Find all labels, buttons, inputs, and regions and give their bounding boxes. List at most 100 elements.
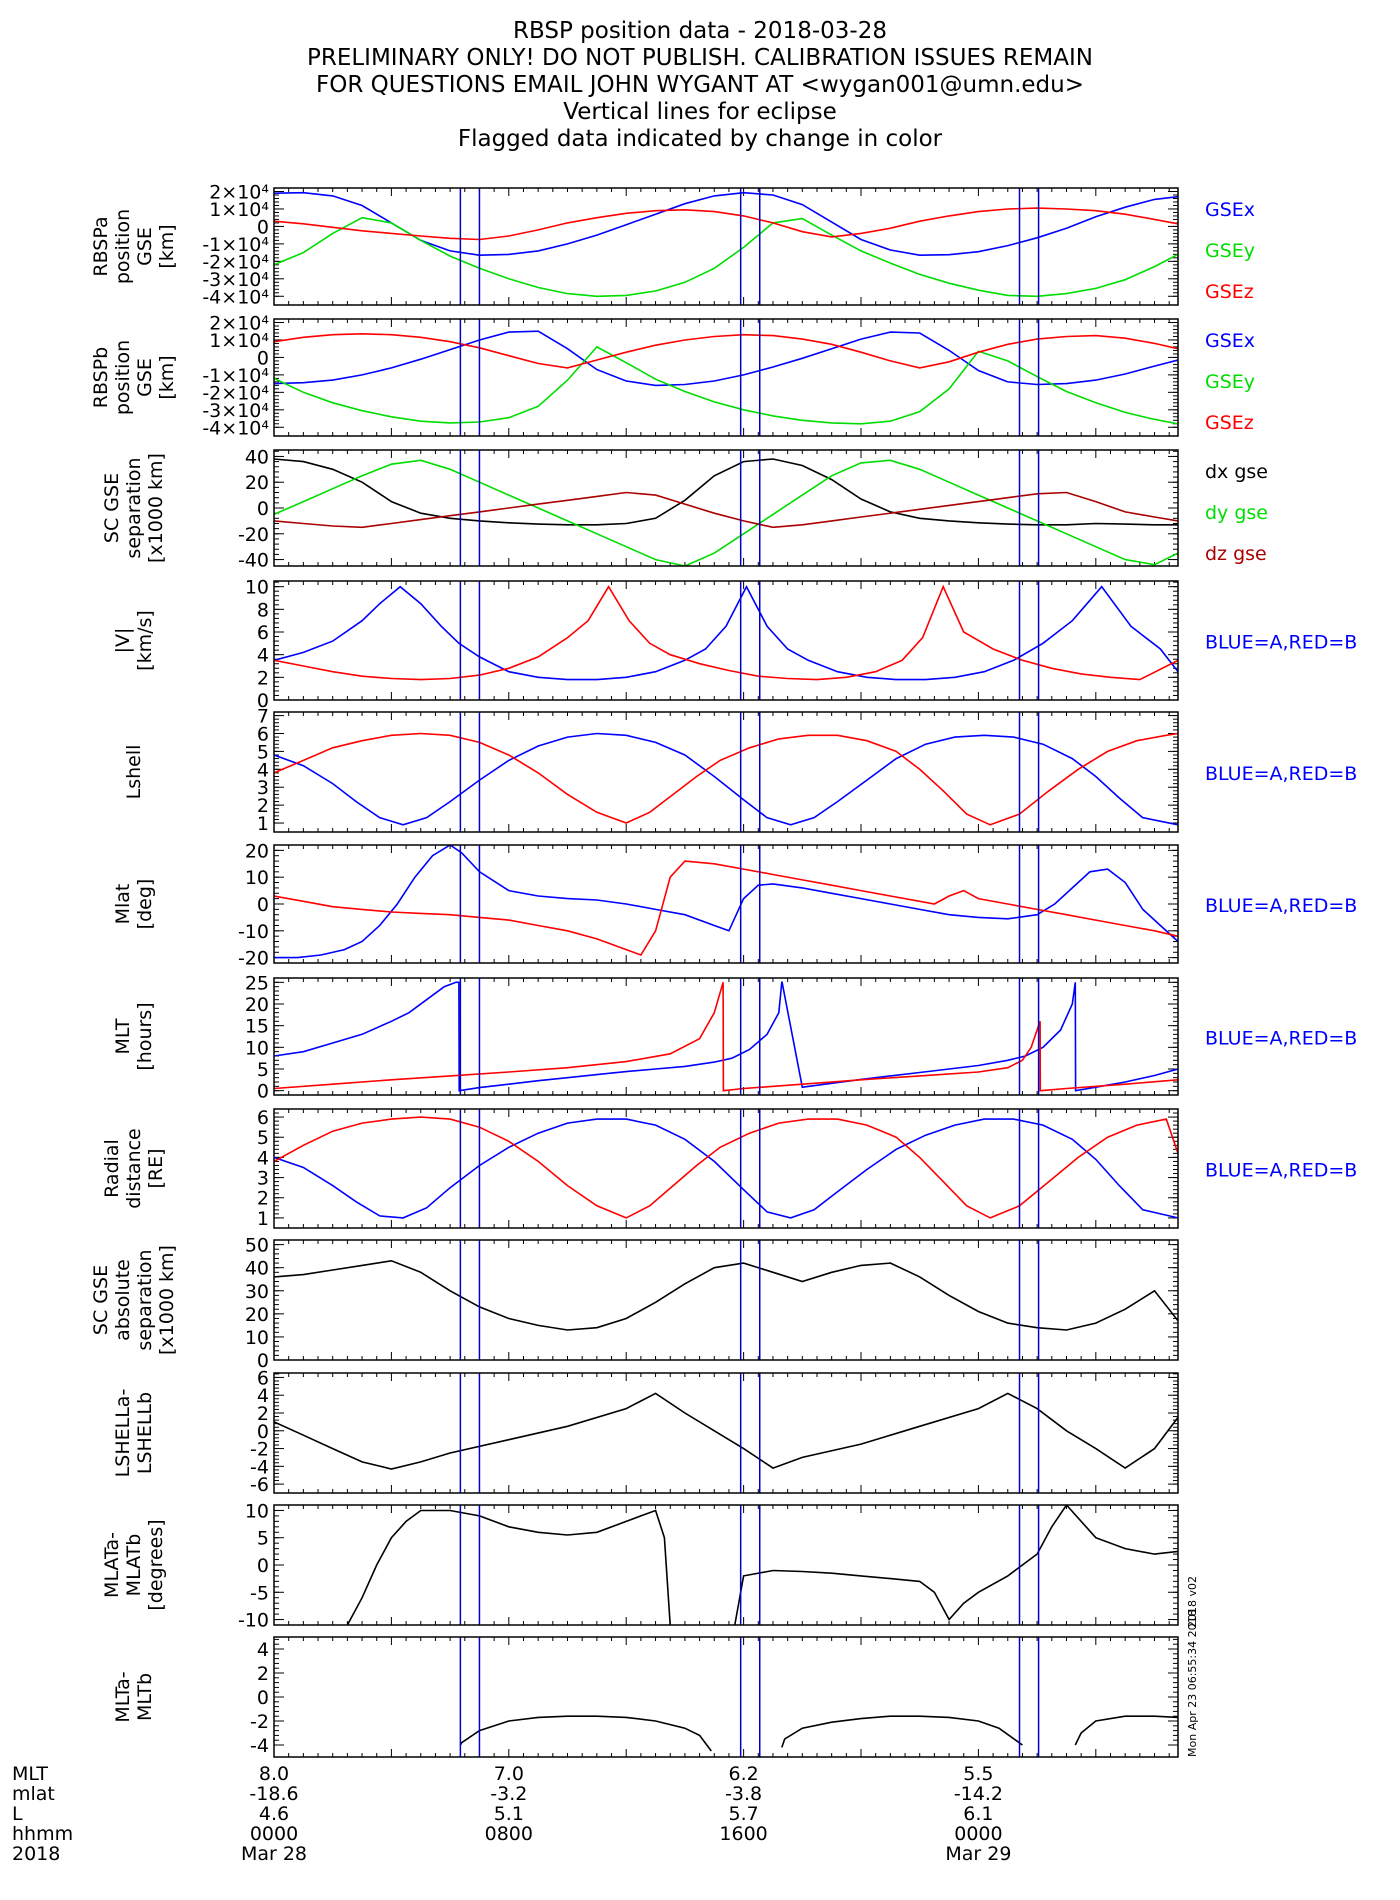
legend-entry: GSEx: [1205, 330, 1255, 352]
y-tick-label: -20: [238, 948, 269, 970]
y-tick-label: 25: [245, 972, 269, 994]
legend-entry: BLUE=A,RED=B: [1205, 632, 1357, 654]
y-axis-label: [hours]: [134, 1002, 156, 1070]
footer-row-label: L: [12, 1803, 23, 1825]
y-axis-label: separation: [134, 1249, 156, 1350]
title-line-3: FOR QUESTIONS EMAIL JOHN WYGANT AT <wyga…: [315, 72, 1085, 98]
y-axis-label: LSHELLa-: [112, 1389, 134, 1478]
footer-value: Mar 28: [241, 1843, 307, 1865]
y-tick-label: -2×10⁴: [202, 251, 269, 273]
legend-entry: dx gse: [1205, 461, 1268, 483]
y-tick-label: 15: [245, 1016, 269, 1038]
series-line-diff2: [781, 1715, 1023, 1748]
y-tick-label: 0: [257, 1555, 269, 1577]
y-tick-label: -4×10⁴: [202, 286, 269, 308]
series-line-A: [274, 1118, 1178, 1219]
y-axis-label: Radial: [101, 1139, 123, 1198]
y-tick-label: 10: [245, 1500, 269, 1522]
footer-value: -14.2: [954, 1783, 1003, 1805]
series-line-B: [274, 584, 1178, 681]
series-line-B: [274, 982, 1178, 1092]
series-line-B: [274, 1116, 1178, 1219]
y-tick-label: -2: [250, 1439, 269, 1461]
legend-entry: dy gse: [1205, 502, 1268, 524]
panel-frame: [273, 1504, 1179, 1626]
series-line-diff3: [1074, 1715, 1178, 1746]
series-line-diff2: [734, 1505, 1178, 1625]
footer-value: 8.0: [259, 1763, 289, 1785]
y-axis-label: [km]: [156, 355, 178, 399]
legend-entry: BLUE=A,RED=B: [1205, 763, 1357, 785]
y-axis-label: MLATb: [123, 1534, 145, 1597]
title-line-2: PRELIMINARY ONLY! DO NOT PUBLISH. CALIBR…: [306, 45, 1093, 71]
legend-entry: BLUE=A,RED=B: [1205, 1028, 1357, 1050]
y-tick-label: 10: [245, 1327, 269, 1349]
y-tick-label: 10: [245, 577, 269, 599]
y-tick-label: 2: [257, 667, 269, 689]
y-tick-label: 2: [257, 1663, 269, 1685]
y-axis-label: distance: [123, 1128, 145, 1209]
legend-entry: GSEz: [1205, 281, 1254, 303]
panel-frame: [273, 1239, 1179, 1361]
footer-value: 5.7: [729, 1803, 759, 1825]
y-tick-label: 20: [245, 840, 269, 862]
y-tick-label: -20: [238, 524, 269, 546]
y-tick-label: -2: [250, 1711, 269, 1733]
y-tick-label: 0: [257, 498, 269, 520]
y-tick-label: -1×10⁴: [202, 365, 269, 387]
panel-11: 10 5 0 -5 -10 MLATa- MLATb [degrees]: [101, 1500, 1179, 1632]
y-axis-label: |V|: [112, 628, 134, 654]
y-tick-label: 2: [257, 1403, 269, 1425]
y-axis-label: Lshell: [123, 745, 145, 800]
panel-frame: [273, 844, 1179, 964]
series-line-A: [274, 732, 1178, 826]
y-tick-label: 5: [257, 1127, 269, 1149]
y-axis-label: LSHELLb: [134, 1392, 156, 1474]
panel-6: 20 10 0 -10 -20 Mlat [deg] BLUE=A,RED=B: [112, 840, 1357, 969]
panel-12: 420-2-4 MLTa- MLTb: [112, 1636, 1179, 1758]
y-tick-label: 0: [257, 1081, 269, 1103]
series-line-GSEy: [274, 345, 1178, 425]
series-line-GSEz: [274, 332, 1178, 369]
y-tick-label: 30: [245, 1281, 269, 1303]
y-axis-label: MLATa-: [101, 1532, 123, 1598]
y-tick-label: -4: [250, 1735, 269, 1757]
y-tick-label: -6: [250, 1474, 269, 1496]
y-tick-label: 20: [245, 472, 269, 494]
y-axis-label: [km/s]: [134, 610, 156, 671]
footer-row-label: 2018: [12, 1843, 60, 1865]
series-line-diff: [459, 1715, 712, 1752]
legend-entry: BLUE=A,RED=B: [1205, 1160, 1357, 1182]
footer-value: 7.0: [494, 1763, 524, 1785]
y-tick-label: 6: [257, 622, 269, 644]
y-axis-label: RBSPa: [90, 216, 112, 276]
footer-value: 6.1: [963, 1803, 993, 1825]
y-tick-label: -3×10⁴: [202, 400, 269, 422]
panel-frame: [273, 449, 1179, 567]
y-tick-label: 8: [257, 599, 269, 621]
y-axis-label: SC GSE: [101, 473, 123, 543]
series-line-B: [274, 860, 1178, 956]
y-tick-label: 4: [257, 1147, 269, 1169]
y-tick-label: 2×10⁴: [209, 181, 269, 203]
y-axis-label: MLT: [112, 1018, 134, 1054]
series-line-dx-gse: [274, 458, 1178, 526]
footer-value: -18.6: [249, 1783, 298, 1805]
footer-row-label: MLT: [12, 1763, 48, 1785]
y-tick-label: 5: [257, 741, 269, 763]
legend-entry: dz gse: [1205, 543, 1267, 565]
y-tick-label: 5: [257, 1528, 269, 1550]
y-axis-label: [RE]: [145, 1148, 167, 1188]
y-tick-label: 1×10⁴: [209, 330, 269, 352]
panel-frame: [273, 580, 1179, 701]
series-line-dz-gse: [274, 491, 1178, 529]
y-axis-label: absolute: [112, 1259, 134, 1341]
y-axis-label: [x1000 km]: [156, 1245, 178, 1355]
y-tick-label: 0: [257, 894, 269, 916]
y-axis-label: separation: [123, 457, 145, 558]
y-tick-label: -1×10⁴: [202, 234, 269, 256]
y-tick-label: 3: [257, 1168, 269, 1190]
y-axis-label: [deg]: [134, 879, 156, 930]
